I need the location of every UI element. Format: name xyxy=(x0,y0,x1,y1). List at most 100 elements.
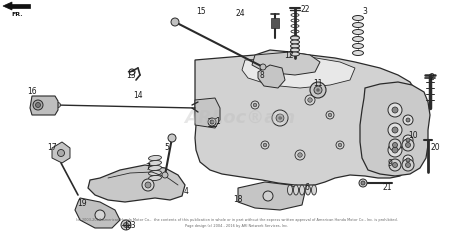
Circle shape xyxy=(359,179,367,187)
Circle shape xyxy=(403,115,413,125)
Circle shape xyxy=(388,103,402,117)
Text: 7: 7 xyxy=(146,164,150,173)
Text: 23: 23 xyxy=(126,220,136,229)
Text: Page design (c) 2004 - 2016 by ARI Network Services, Inc.: Page design (c) 2004 - 2016 by ARI Netwo… xyxy=(185,224,289,228)
Text: 8: 8 xyxy=(260,72,264,80)
Ellipse shape xyxy=(291,48,300,52)
Circle shape xyxy=(392,107,398,113)
Circle shape xyxy=(208,118,216,126)
Circle shape xyxy=(55,102,61,108)
Ellipse shape xyxy=(353,16,364,21)
Circle shape xyxy=(405,143,410,148)
Text: 16: 16 xyxy=(27,88,37,97)
Circle shape xyxy=(95,210,105,220)
Polygon shape xyxy=(252,52,320,75)
Text: 15: 15 xyxy=(196,8,206,17)
Ellipse shape xyxy=(148,175,162,181)
Ellipse shape xyxy=(306,185,310,195)
Text: 13: 13 xyxy=(126,71,136,80)
Text: 10: 10 xyxy=(408,131,418,139)
Circle shape xyxy=(388,143,402,157)
Circle shape xyxy=(392,163,398,168)
Ellipse shape xyxy=(148,160,162,166)
Text: 9: 9 xyxy=(388,159,392,168)
Text: 17: 17 xyxy=(47,143,57,152)
Ellipse shape xyxy=(300,185,304,195)
Circle shape xyxy=(124,223,128,228)
Text: 3: 3 xyxy=(363,8,367,17)
Text: ARLoc®am: ARLoc®am xyxy=(184,109,296,127)
Circle shape xyxy=(263,143,267,147)
Circle shape xyxy=(121,220,131,230)
Text: FR.: FR. xyxy=(11,12,23,17)
Circle shape xyxy=(298,153,302,157)
Text: 4: 4 xyxy=(183,186,189,195)
Ellipse shape xyxy=(291,40,300,44)
Polygon shape xyxy=(3,2,12,10)
Text: 2: 2 xyxy=(429,73,434,83)
Polygon shape xyxy=(258,65,285,88)
Ellipse shape xyxy=(353,43,364,49)
Circle shape xyxy=(162,172,168,178)
Text: 5: 5 xyxy=(164,143,169,152)
Circle shape xyxy=(388,123,402,137)
Polygon shape xyxy=(195,50,420,185)
Circle shape xyxy=(406,118,410,122)
Ellipse shape xyxy=(353,30,364,34)
Circle shape xyxy=(403,135,413,145)
Text: 21: 21 xyxy=(382,184,392,193)
Text: 14: 14 xyxy=(133,92,143,101)
Ellipse shape xyxy=(291,52,300,56)
Circle shape xyxy=(310,82,326,98)
Text: 18: 18 xyxy=(233,195,243,205)
Text: 6: 6 xyxy=(305,184,310,193)
Text: 20: 20 xyxy=(430,143,440,152)
Circle shape xyxy=(328,113,332,117)
Polygon shape xyxy=(30,96,58,115)
Text: 24: 24 xyxy=(235,8,245,17)
Polygon shape xyxy=(195,98,220,128)
Ellipse shape xyxy=(353,22,364,28)
Polygon shape xyxy=(360,82,430,176)
Circle shape xyxy=(251,101,259,109)
Polygon shape xyxy=(238,182,305,210)
Circle shape xyxy=(145,182,151,188)
Circle shape xyxy=(171,18,179,26)
Text: 11: 11 xyxy=(313,79,323,88)
Polygon shape xyxy=(271,18,279,28)
Circle shape xyxy=(253,103,257,107)
Ellipse shape xyxy=(148,170,162,176)
Circle shape xyxy=(389,139,401,151)
Polygon shape xyxy=(8,4,30,8)
Circle shape xyxy=(260,64,266,70)
Circle shape xyxy=(326,111,334,119)
Circle shape xyxy=(263,191,273,201)
Circle shape xyxy=(336,141,344,149)
Polygon shape xyxy=(242,57,355,88)
Ellipse shape xyxy=(291,36,300,40)
Text: 12: 12 xyxy=(284,51,294,59)
Circle shape xyxy=(392,147,398,153)
Circle shape xyxy=(402,139,414,151)
Ellipse shape xyxy=(291,44,300,48)
Ellipse shape xyxy=(148,165,162,171)
Polygon shape xyxy=(88,165,185,202)
Circle shape xyxy=(33,100,43,110)
Circle shape xyxy=(392,143,398,148)
Circle shape xyxy=(57,149,64,156)
Circle shape xyxy=(36,102,40,108)
Polygon shape xyxy=(75,198,120,228)
Circle shape xyxy=(210,120,214,124)
Circle shape xyxy=(406,158,410,162)
Text: 1: 1 xyxy=(216,118,220,126)
Circle shape xyxy=(317,88,319,92)
Text: 19: 19 xyxy=(77,198,87,207)
Circle shape xyxy=(272,110,288,126)
Circle shape xyxy=(279,117,282,119)
Circle shape xyxy=(406,138,410,142)
Ellipse shape xyxy=(311,185,317,195)
Circle shape xyxy=(305,95,315,105)
Ellipse shape xyxy=(148,156,162,160)
Circle shape xyxy=(295,150,305,160)
Circle shape xyxy=(403,155,413,165)
